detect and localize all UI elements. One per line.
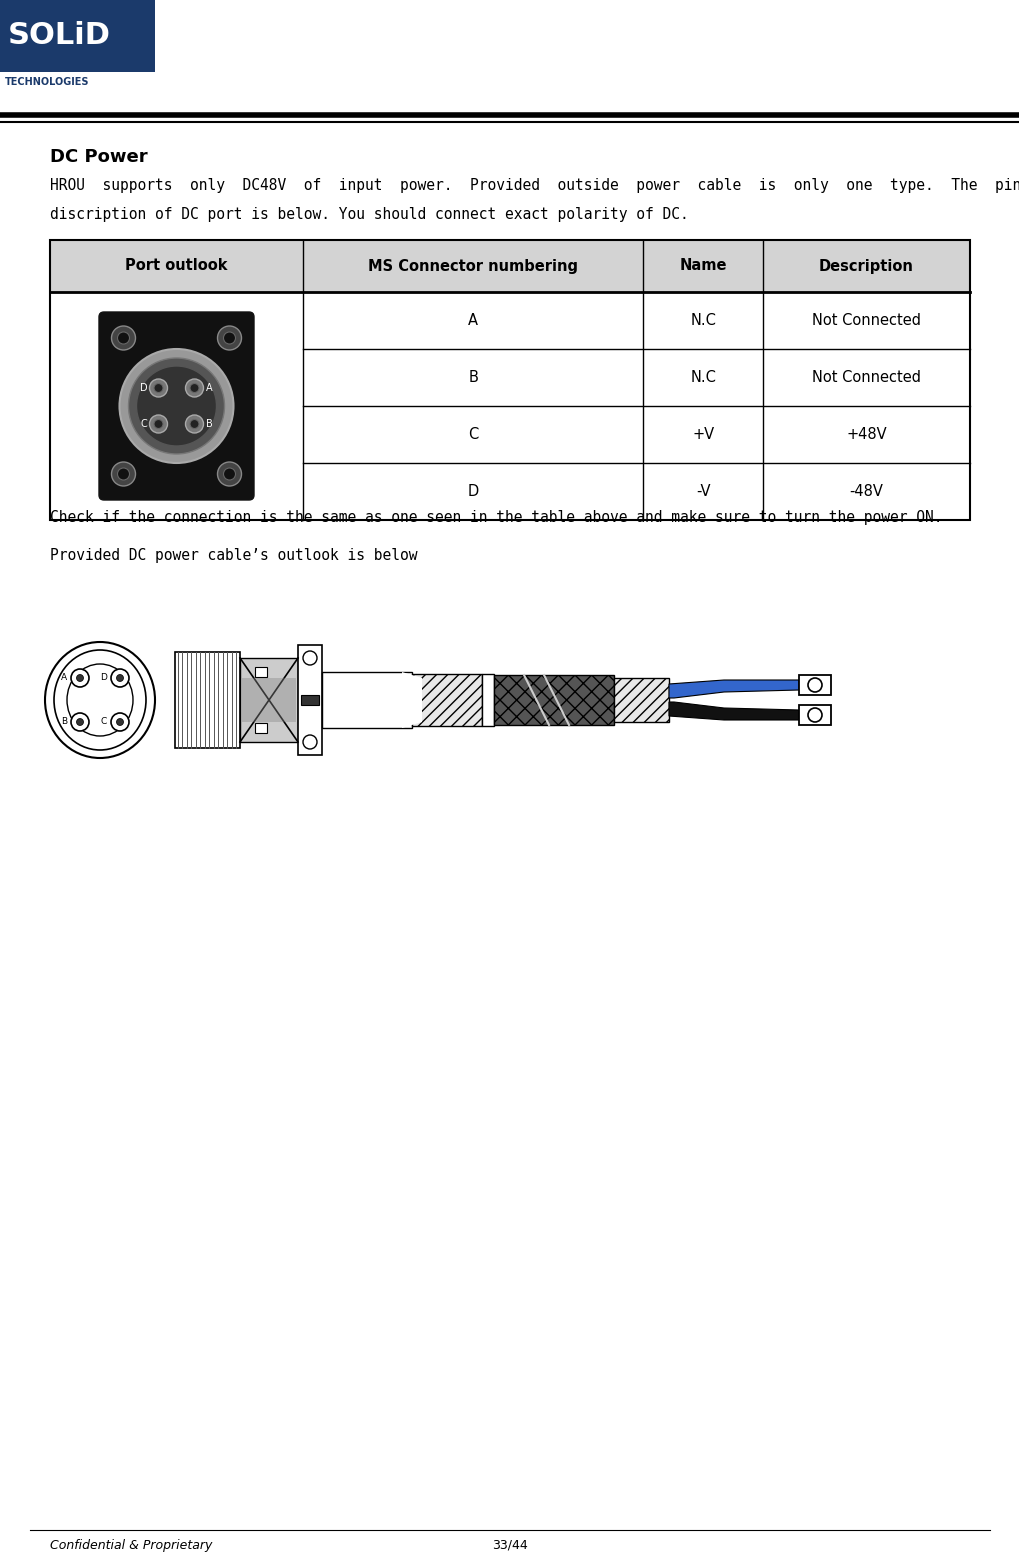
Ellipse shape (67, 664, 132, 736)
Text: 33/44: 33/44 (491, 1539, 528, 1551)
Circle shape (217, 326, 242, 350)
Bar (298, 645, 322, 754)
Text: D: D (140, 383, 147, 394)
Bar (50, 241, 969, 520)
Circle shape (807, 708, 821, 722)
Text: TECHNOLOGIES: TECHNOLOGIES (5, 77, 90, 87)
Bar (412, 673, 482, 726)
Bar (50, 241, 969, 292)
Bar (798, 704, 830, 725)
Bar (255, 723, 267, 733)
Circle shape (150, 380, 167, 397)
Polygon shape (668, 701, 798, 720)
Text: N.C: N.C (690, 370, 715, 384)
Bar (613, 678, 668, 722)
Circle shape (116, 719, 123, 725)
Polygon shape (668, 679, 798, 698)
Text: A: A (61, 673, 67, 683)
Text: C: C (140, 419, 147, 430)
Circle shape (71, 669, 89, 687)
Text: -V: -V (695, 484, 710, 498)
Circle shape (137, 366, 216, 447)
Bar (301, 695, 319, 704)
Circle shape (154, 420, 163, 428)
Text: discription of DC port is below. You should connect exact polarity of DC.: discription of DC port is below. You sho… (50, 208, 688, 222)
Circle shape (111, 462, 136, 486)
Bar (242, 678, 296, 722)
Circle shape (303, 736, 317, 750)
Text: Name: Name (679, 258, 727, 273)
Polygon shape (401, 672, 422, 728)
Bar (493, 675, 613, 725)
Circle shape (117, 333, 129, 344)
Text: -48V: -48V (849, 484, 882, 498)
Ellipse shape (45, 642, 155, 758)
Circle shape (807, 678, 821, 692)
Text: Port outlook: Port outlook (125, 258, 227, 273)
Circle shape (117, 469, 129, 480)
Circle shape (190, 384, 199, 392)
Text: N.C: N.C (690, 312, 715, 328)
Bar (0, 0, 155, 72)
Text: Confidential & Proprietary: Confidential & Proprietary (50, 1539, 212, 1551)
Text: B: B (468, 370, 478, 384)
Circle shape (223, 333, 235, 344)
Text: MS Connector numbering: MS Connector numbering (368, 258, 578, 273)
FancyBboxPatch shape (99, 312, 254, 500)
Text: C: C (101, 717, 107, 726)
Text: SOLiD: SOLiD (8, 20, 111, 50)
Text: A: A (468, 312, 478, 328)
Bar (255, 667, 267, 676)
Circle shape (128, 358, 224, 455)
Text: B: B (61, 717, 67, 726)
Circle shape (71, 712, 89, 731)
Text: +48V: +48V (846, 426, 886, 442)
Circle shape (111, 326, 136, 350)
Text: D: D (467, 484, 478, 498)
Circle shape (185, 415, 204, 433)
Text: +V: +V (692, 426, 713, 442)
Circle shape (217, 462, 242, 486)
Text: C: C (468, 426, 478, 442)
Circle shape (111, 669, 128, 687)
Circle shape (76, 675, 84, 681)
Text: Provided DC power cable’s outlook is below: Provided DC power cable’s outlook is bel… (50, 548, 417, 562)
Text: Not Connected: Not Connected (811, 370, 920, 384)
Bar (798, 675, 830, 695)
Ellipse shape (54, 650, 146, 750)
Bar (175, 651, 239, 748)
Circle shape (190, 420, 199, 428)
Circle shape (119, 348, 233, 462)
Text: HROU  supports  only  DC48V  of  input  power.  Provided  outside  power  cable : HROU supports only DC48V of input power.… (50, 178, 1019, 194)
Text: Not Connected: Not Connected (811, 312, 920, 328)
Bar (322, 672, 412, 728)
Text: Check if the connection is the same as one seen in the table above and make sure: Check if the connection is the same as o… (50, 511, 942, 525)
Bar (482, 673, 493, 726)
Text: Description: Description (818, 258, 913, 273)
Circle shape (185, 380, 204, 397)
Circle shape (154, 384, 163, 392)
Text: DC Power: DC Power (50, 148, 148, 166)
Text: B: B (206, 419, 213, 430)
Circle shape (150, 415, 167, 433)
Circle shape (76, 719, 84, 725)
Circle shape (111, 712, 128, 731)
Circle shape (303, 651, 317, 665)
Circle shape (223, 469, 235, 480)
Text: D: D (101, 673, 107, 683)
Text: A: A (206, 383, 213, 394)
Circle shape (116, 675, 123, 681)
Bar (239, 658, 298, 742)
